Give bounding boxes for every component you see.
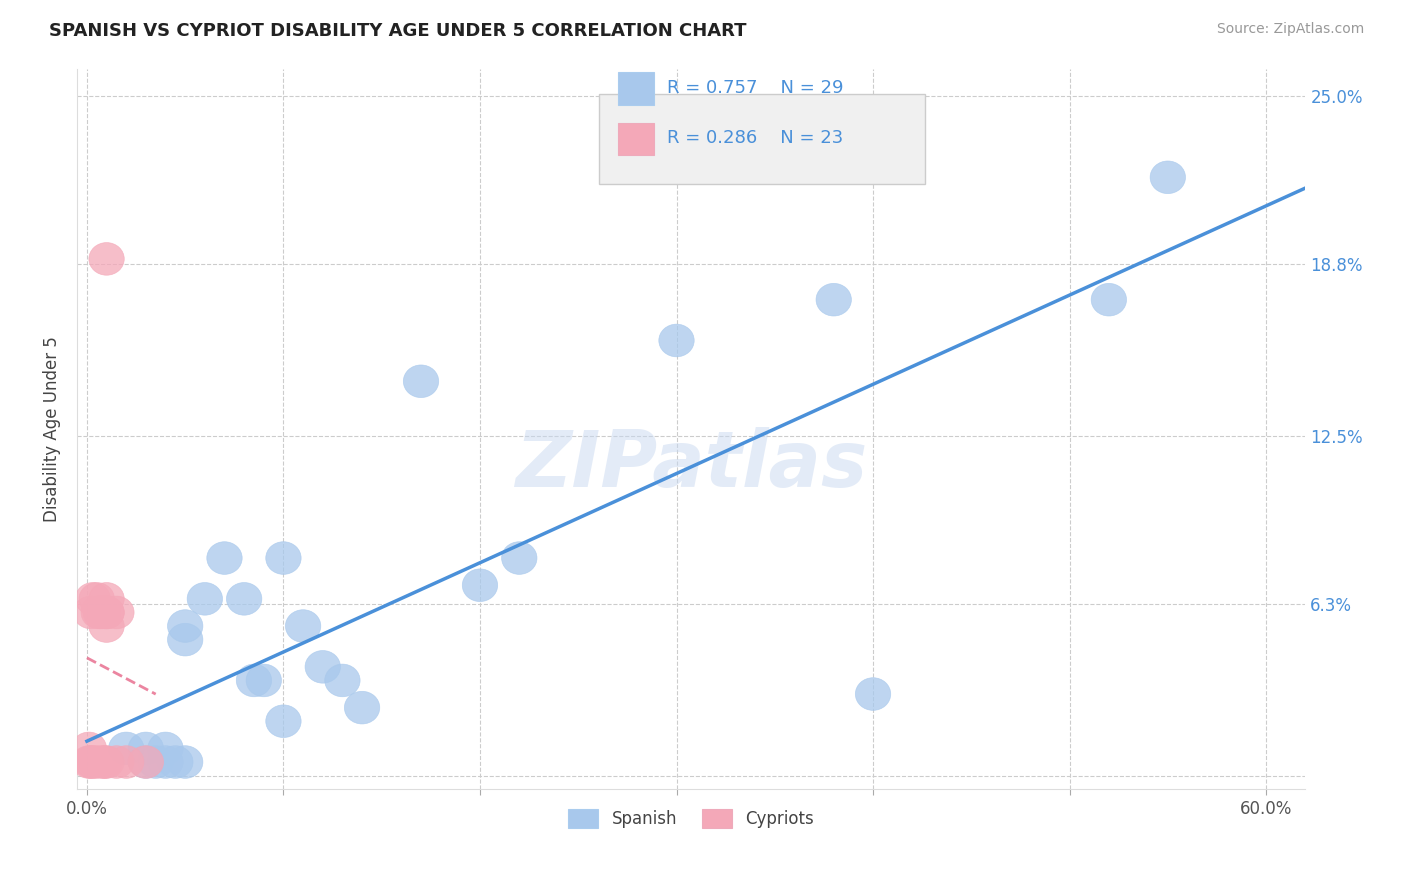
Ellipse shape	[1091, 284, 1126, 316]
Ellipse shape	[855, 678, 891, 710]
Ellipse shape	[75, 582, 111, 615]
Ellipse shape	[463, 569, 498, 601]
Ellipse shape	[167, 746, 202, 779]
Ellipse shape	[79, 746, 114, 779]
Ellipse shape	[502, 541, 537, 574]
Ellipse shape	[187, 582, 222, 615]
Ellipse shape	[84, 596, 121, 629]
Ellipse shape	[89, 596, 124, 629]
Ellipse shape	[659, 324, 695, 357]
Ellipse shape	[157, 746, 193, 779]
Text: R = 0.757    N = 29: R = 0.757 N = 29	[666, 79, 844, 97]
Ellipse shape	[148, 732, 183, 764]
Ellipse shape	[266, 541, 301, 574]
Ellipse shape	[128, 746, 163, 779]
Ellipse shape	[89, 610, 124, 642]
Ellipse shape	[89, 596, 124, 629]
Ellipse shape	[73, 746, 108, 779]
Ellipse shape	[89, 243, 124, 276]
Ellipse shape	[128, 746, 163, 779]
Text: ZIPatlas: ZIPatlas	[515, 427, 868, 503]
Ellipse shape	[98, 746, 134, 779]
Ellipse shape	[79, 582, 114, 615]
Ellipse shape	[207, 541, 242, 574]
Ellipse shape	[72, 732, 107, 764]
Ellipse shape	[82, 596, 117, 629]
Ellipse shape	[75, 746, 111, 779]
Text: Source: ZipAtlas.com: Source: ZipAtlas.com	[1216, 22, 1364, 37]
Ellipse shape	[344, 691, 380, 724]
Ellipse shape	[83, 596, 118, 629]
Ellipse shape	[305, 650, 340, 683]
Ellipse shape	[84, 746, 121, 779]
Ellipse shape	[108, 732, 143, 764]
Ellipse shape	[266, 705, 301, 738]
Ellipse shape	[89, 582, 124, 615]
Ellipse shape	[87, 746, 122, 779]
FancyBboxPatch shape	[617, 122, 654, 155]
Ellipse shape	[89, 746, 124, 779]
Text: R = 0.286    N = 23: R = 0.286 N = 23	[666, 129, 844, 147]
Ellipse shape	[167, 610, 202, 642]
Ellipse shape	[226, 582, 262, 615]
Y-axis label: Disability Age Under 5: Disability Age Under 5	[44, 336, 60, 522]
Ellipse shape	[72, 746, 107, 779]
Ellipse shape	[404, 365, 439, 398]
Ellipse shape	[73, 596, 108, 629]
Ellipse shape	[98, 596, 134, 629]
Ellipse shape	[108, 746, 143, 779]
Legend: Spanish, Cypriots: Spanish, Cypriots	[561, 803, 821, 835]
Ellipse shape	[246, 665, 281, 697]
Ellipse shape	[285, 610, 321, 642]
Ellipse shape	[325, 665, 360, 697]
FancyBboxPatch shape	[617, 72, 654, 104]
Ellipse shape	[236, 665, 271, 697]
Text: SPANISH VS CYPRIOT DISABILITY AGE UNDER 5 CORRELATION CHART: SPANISH VS CYPRIOT DISABILITY AGE UNDER …	[49, 22, 747, 40]
FancyBboxPatch shape	[599, 94, 925, 184]
Ellipse shape	[167, 624, 202, 656]
Ellipse shape	[138, 746, 173, 779]
Ellipse shape	[815, 284, 852, 316]
Ellipse shape	[1150, 161, 1185, 194]
Ellipse shape	[128, 732, 163, 764]
Ellipse shape	[148, 746, 183, 779]
